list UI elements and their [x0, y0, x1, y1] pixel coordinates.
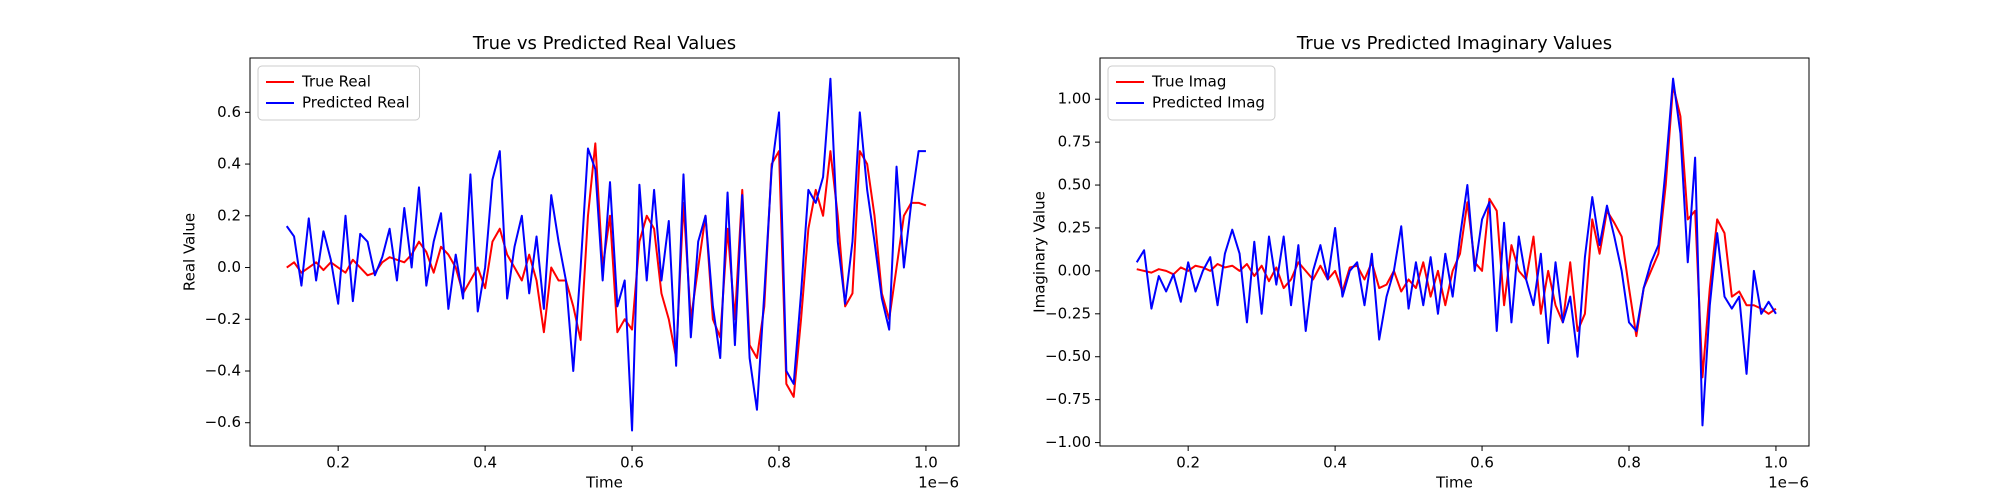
- y-tick-label: 0.00: [1058, 261, 1091, 279]
- axes: True vs Predicted Real Values 0.2 0.4 0.6 0.…: [181, 33, 960, 492]
- chart-title: True vs Predicted Imaginary Values: [1296, 33, 1612, 54]
- y-tick-label: −1.00: [1045, 433, 1091, 451]
- x-tick-label: 0.4: [473, 454, 497, 472]
- y-tick-label: −0.4: [205, 361, 241, 379]
- data-line: [285, 77, 926, 432]
- legend: True Imag Predicted Imag: [1107, 65, 1276, 121]
- y-axis-label: Imaginary Value: [1031, 191, 1049, 313]
- chart-title: True vs Predicted Real Values: [472, 33, 736, 54]
- x-tick-label: 1.0: [1764, 454, 1788, 472]
- y-tick-label: 0.2: [217, 206, 241, 224]
- x-tick-label: 0.2: [1176, 454, 1200, 472]
- data-line: [1135, 77, 1777, 427]
- y-tick-label: 0.50: [1058, 176, 1091, 194]
- x-tick-label: 0.6: [620, 454, 644, 472]
- axes-frame: [1099, 57, 1810, 447]
- y-tick-label: −0.6: [205, 413, 241, 431]
- x-axis-label: Time: [1435, 474, 1473, 492]
- legend-frame: [257, 65, 421, 121]
- x-axis-label: Time: [585, 474, 623, 492]
- x-tick-label: 0.6: [1470, 454, 1494, 472]
- y-tick-label: 0.6: [217, 103, 241, 121]
- y-axis-label: Real Value: [181, 213, 199, 291]
- y-tick-label: 0.25: [1058, 218, 1091, 236]
- y-tick-label: 0.4: [217, 155, 241, 173]
- legend-label: Predicted Real: [302, 94, 410, 112]
- x-tick-label: 0.4: [1323, 454, 1347, 472]
- y-tick-label: 1.00: [1058, 90, 1091, 108]
- legend-label: True Real: [301, 73, 371, 91]
- x-tick-label: 0.8: [767, 454, 791, 472]
- x-offset-label: 1e−6: [1768, 474, 1809, 492]
- x-tick-label: 0.8: [1617, 454, 1641, 472]
- y-tick-label: −0.50: [1045, 347, 1091, 365]
- y-tick-label: −0.2: [205, 310, 241, 328]
- x-tick-label: 0.2: [326, 454, 350, 472]
- axes: True vs Predicted Imaginary Values 0.2 0.4…: [1031, 33, 1810, 492]
- plot-area: [1100, 58, 1809, 446]
- x-offset-label: 1e−6: [918, 474, 959, 492]
- y-tick-label: 0.0: [217, 258, 241, 276]
- y-tick-label: 0.75: [1058, 133, 1091, 151]
- y-tick-label: −0.75: [1045, 390, 1091, 408]
- legend-label: True Imag: [1151, 73, 1226, 91]
- legend-frame: [1107, 65, 1276, 121]
- axes-frame: [249, 57, 960, 447]
- legend: True Real Predicted Real: [257, 65, 421, 121]
- x-tick-label: 1.0: [914, 454, 938, 472]
- legend-label: Predicted Imag: [1152, 94, 1265, 112]
- y-tick-label: −0.25: [1045, 304, 1091, 322]
